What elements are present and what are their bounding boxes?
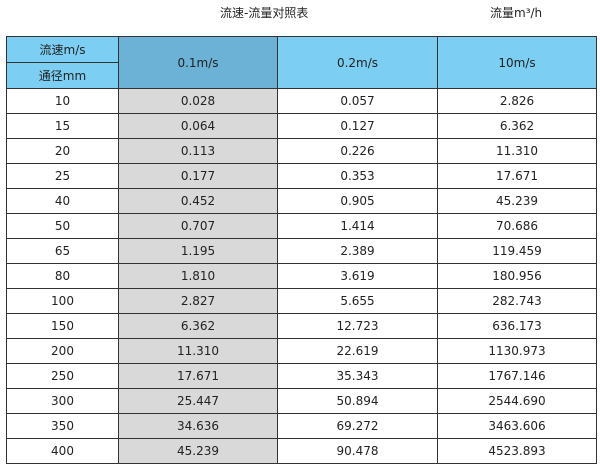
flow-cell: 6.362 — [437, 113, 597, 139]
diameter-cell: 150 — [6, 313, 119, 339]
flow-cell: 4523.893 — [437, 438, 597, 464]
diameter-cell: 200 — [6, 338, 119, 364]
flow-cell: 0.127 — [277, 113, 438, 139]
flow-table: 流速m/s 0.1m/s 0.2m/s 10m/s 通径mm 10 0.028 0.… — [6, 36, 597, 464]
table-row: 15 0.064 0.127 6.362 — [6, 113, 597, 139]
flow-cell: 180.956 — [437, 263, 597, 289]
flow-cell: 0.028 — [118, 88, 278, 114]
flow-cell: 5.655 — [277, 288, 438, 314]
flow-cell: 0.226 — [277, 138, 438, 164]
flow-cell: 34.636 — [118, 413, 278, 439]
flow-cell: 22.619 — [277, 338, 438, 364]
flow-cell: 0.452 — [118, 188, 278, 214]
flow-cell: 11.310 — [118, 338, 278, 364]
velocity-header: 流速m/s — [6, 36, 119, 63]
column-header: 0.2m/s — [277, 36, 438, 89]
table-row: 50 0.707 1.414 70.686 — [6, 213, 597, 239]
flow-cell: 2544.690 — [437, 388, 597, 414]
table-row: 100 2.827 5.655 282.743 — [6, 288, 597, 314]
flow-cell: 6.362 — [118, 313, 278, 339]
flow-cell: 35.343 — [277, 363, 438, 389]
flow-cell: 282.743 — [437, 288, 597, 314]
flow-cell: 1130.973 — [437, 338, 597, 364]
flow-cell: 1.810 — [118, 263, 278, 289]
table-row: 25 0.177 0.353 17.671 — [6, 163, 597, 189]
table-row: 200 11.310 22.619 1130.973 — [6, 338, 597, 364]
table-row: 80 1.810 3.619 180.956 — [6, 263, 597, 289]
flow-cell: 2.827 — [118, 288, 278, 314]
flow-cell: 50.894 — [277, 388, 438, 414]
flow-cell: 45.239 — [437, 188, 597, 214]
flow-cell: 1.195 — [118, 238, 278, 264]
flow-cell: 1767.146 — [437, 363, 597, 389]
table-row: 400 45.239 90.478 4523.893 — [6, 438, 597, 464]
table-row: 40 0.452 0.905 45.239 — [6, 188, 597, 214]
unit-label: 流量m³/h — [490, 6, 543, 20]
diameter-cell: 15 — [6, 113, 119, 139]
flow-cell: 90.478 — [277, 438, 438, 464]
diameter-cell: 80 — [6, 263, 119, 289]
diameter-cell: 300 — [6, 388, 119, 414]
column-header: 10m/s — [437, 36, 597, 89]
flow-cell: 636.173 — [437, 313, 597, 339]
flow-cell: 0.113 — [118, 138, 278, 164]
table-row: 10 0.028 0.057 2.826 — [6, 88, 597, 114]
flow-cell: 17.671 — [437, 163, 597, 189]
flow-cell: 45.239 — [118, 438, 278, 464]
table-row: 350 34.636 69.272 3463.606 — [6, 413, 597, 439]
table-row: 150 6.362 12.723 636.173 — [6, 313, 597, 339]
table-row: 250 17.671 35.343 1767.146 — [6, 363, 597, 389]
flow-cell: 0.064 — [118, 113, 278, 139]
flow-cell: 1.414 — [277, 213, 438, 239]
table-title: 流速-流量对照表 — [220, 6, 309, 20]
flow-cell: 119.459 — [437, 238, 597, 264]
diameter-cell: 100 — [6, 288, 119, 314]
flow-cell: 12.723 — [277, 313, 438, 339]
diameter-cell: 350 — [6, 413, 119, 439]
flow-cell: 0.905 — [277, 188, 438, 214]
diameter-cell: 400 — [6, 438, 119, 464]
flow-cell: 0.057 — [277, 88, 438, 114]
flow-cell: 0.707 — [118, 213, 278, 239]
diameter-cell: 10 — [6, 88, 119, 114]
table-row: 300 25.447 50.894 2544.690 — [6, 388, 597, 414]
diameter-cell: 50 — [6, 213, 119, 239]
flow-cell: 69.272 — [277, 413, 438, 439]
column-header: 0.1m/s — [118, 36, 278, 89]
diameter-cell: 65 — [6, 238, 119, 264]
diameter-cell: 40 — [6, 188, 119, 214]
flow-cell: 17.671 — [118, 363, 278, 389]
flow-cell: 3463.606 — [437, 413, 597, 439]
flow-cell: 2.389 — [277, 238, 438, 264]
diameter-cell: 250 — [6, 363, 119, 389]
flow-cell: 11.310 — [437, 138, 597, 164]
diameter-cell: 20 — [6, 138, 119, 164]
table-row: 20 0.113 0.226 11.310 — [6, 138, 597, 164]
flow-cell: 0.353 — [277, 163, 438, 189]
diameter-header: 通径mm — [6, 62, 119, 89]
flow-cell: 0.177 — [118, 163, 278, 189]
flow-cell: 70.686 — [437, 213, 597, 239]
flow-cell: 2.826 — [437, 88, 597, 114]
flow-cell: 25.447 — [118, 388, 278, 414]
diameter-cell: 25 — [6, 163, 119, 189]
flow-cell: 3.619 — [277, 263, 438, 289]
table-row: 65 1.195 2.389 119.459 — [6, 238, 597, 264]
